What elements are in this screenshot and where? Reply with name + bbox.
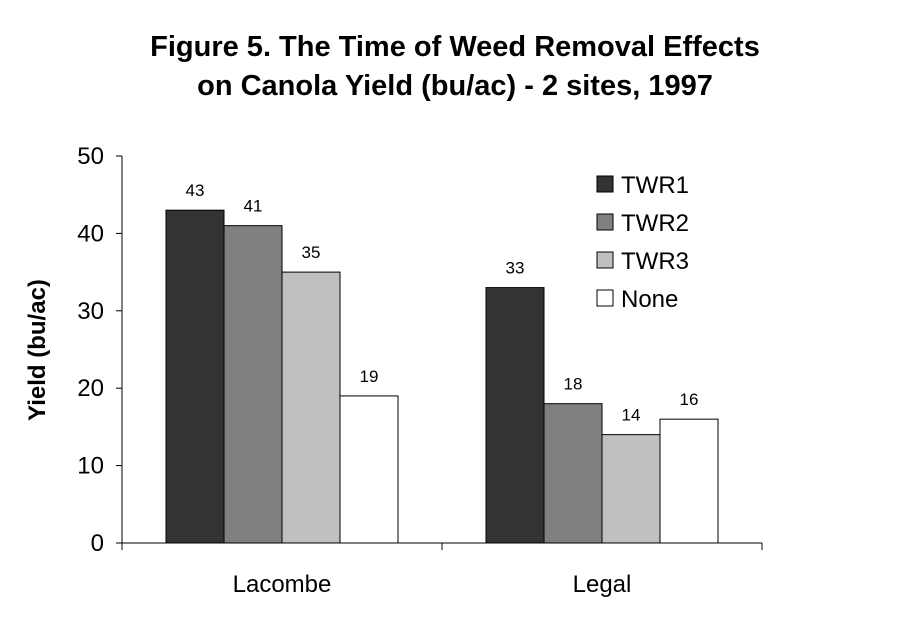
bar-twr1-lacombe xyxy=(165,209,225,544)
legend: TWR1 TWR2 TWR3 None xyxy=(596,172,689,313)
data-label: 16 xyxy=(680,390,699,409)
y-tick-label: 40 xyxy=(77,220,104,247)
bar-none-lacombe xyxy=(339,395,399,544)
data-label: 33 xyxy=(506,259,525,278)
plot-area: 0 10 20 30 40 50 43 41 35 19 Lacombe 33 18 14 16 Legal xyxy=(77,143,763,598)
bar-twr2-lacombe xyxy=(223,225,283,544)
y-tick-label: 10 xyxy=(77,453,104,480)
bar-twr1-legal xyxy=(485,287,545,544)
data-label: 43 xyxy=(186,181,205,200)
y-tick-label: 30 xyxy=(77,298,104,325)
x-category-label: Lacombe xyxy=(233,571,332,598)
legend-label-twr3: TWR3 xyxy=(621,248,689,275)
data-label: 18 xyxy=(564,375,583,394)
bar-none-legal xyxy=(659,418,719,544)
legend-label-twr1: TWR1 xyxy=(621,172,689,199)
bar-twr2-legal xyxy=(543,403,603,544)
y-axis-label: Yield (bu/ac) xyxy=(24,279,51,421)
legend-swatch-twr2 xyxy=(596,213,614,231)
y-tick-label: 50 xyxy=(77,143,104,170)
data-label: 41 xyxy=(244,197,263,216)
chart-title-line-1: Figure 5. The Time of Weed Removal Effec… xyxy=(150,31,760,63)
legend-swatch-twr1 xyxy=(596,175,614,193)
data-label: 19 xyxy=(360,367,379,386)
data-label: 14 xyxy=(622,406,641,425)
bar-twr3-legal xyxy=(601,434,661,544)
y-tick-label: 20 xyxy=(77,375,104,402)
data-label: 35 xyxy=(302,243,321,262)
bar-twr3-lacombe xyxy=(281,271,341,544)
legend-label-twr2: TWR2 xyxy=(621,210,689,237)
chart-title-line-2: on Canola Yield (bu/ac) - 2 sites, 1997 xyxy=(197,70,713,102)
y-tick-label: 0 xyxy=(91,530,104,557)
legend-swatch-none xyxy=(596,289,614,307)
legend-swatch-twr3 xyxy=(596,251,614,269)
legend-label-none: None xyxy=(621,286,678,313)
x-category-label: Legal xyxy=(573,571,632,598)
